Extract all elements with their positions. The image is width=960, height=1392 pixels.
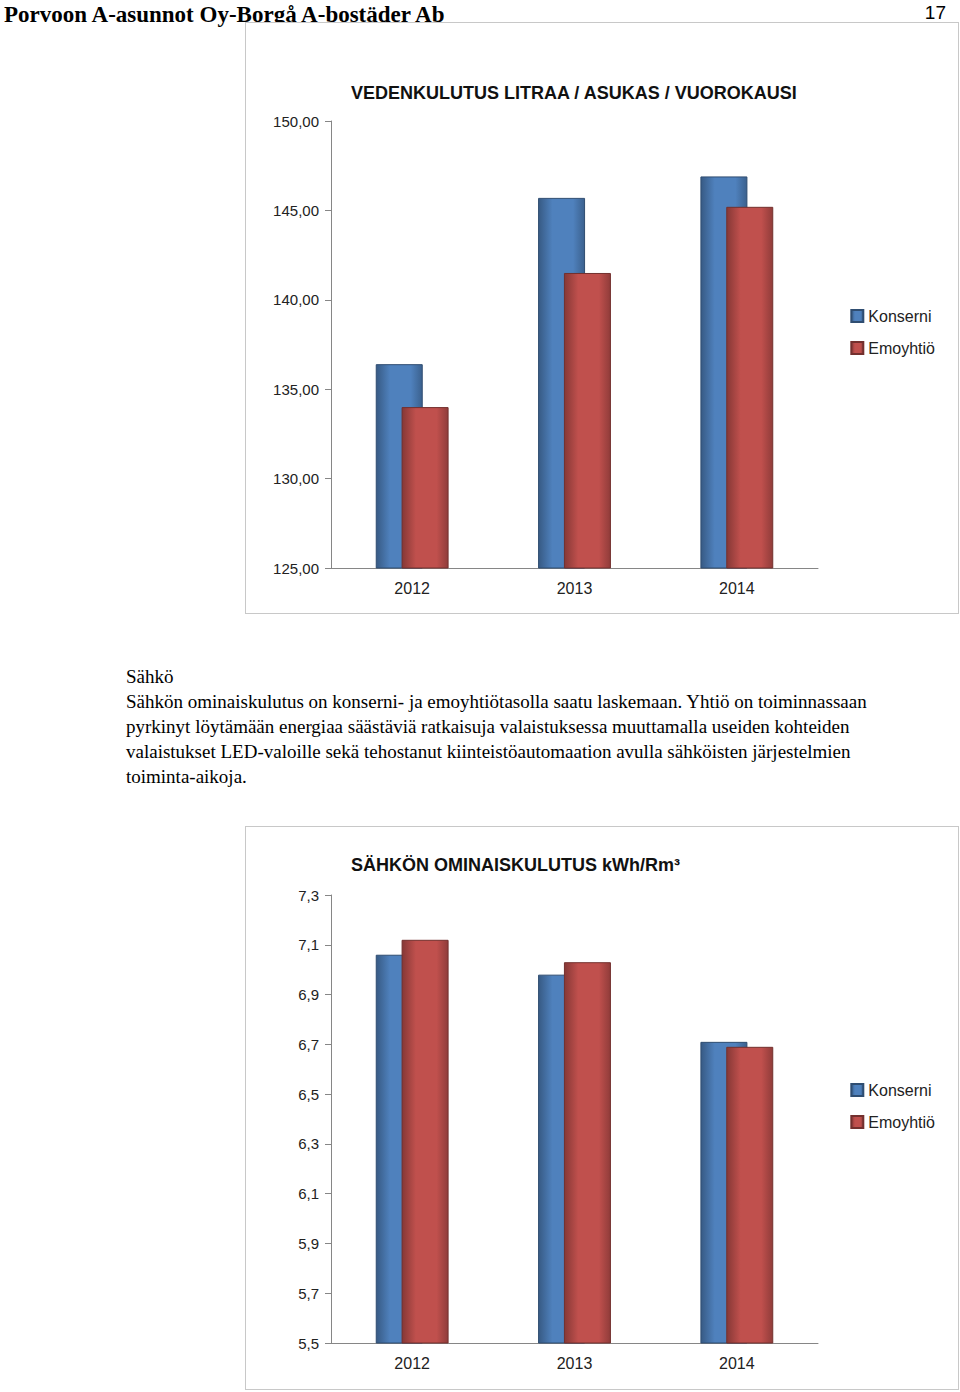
svg-text:6,3: 6,3 bbox=[298, 1135, 319, 1152]
svg-text:5,9: 5,9 bbox=[298, 1235, 319, 1252]
svg-text:2012: 2012 bbox=[394, 1355, 430, 1372]
svg-text:5,7: 5,7 bbox=[298, 1285, 319, 1302]
svg-text:130,00: 130,00 bbox=[273, 470, 319, 487]
svg-text:6,9: 6,9 bbox=[298, 986, 319, 1003]
svg-text:VEDENKULUTUS LITRAA / ASUKAS /: VEDENKULUTUS LITRAA / ASUKAS / VUOROKAUS… bbox=[351, 83, 797, 103]
html-text:Porvoon A-asunnot Oy-Borgå A-b: Porvoon A-asunnot Oy-Borgå A-bostäder Ab bbox=[4, 2, 445, 27]
svg-text:135,00: 135,00 bbox=[273, 381, 319, 398]
svg-text:6,1: 6,1 bbox=[298, 1185, 319, 1202]
svg-text:150,00: 150,00 bbox=[273, 113, 319, 130]
svg-text:7,1: 7,1 bbox=[298, 936, 319, 953]
svg-text:2014: 2014 bbox=[719, 580, 755, 597]
svg-text:Emoyhtiö: Emoyhtiö bbox=[868, 340, 935, 357]
svg-text:2012: 2012 bbox=[394, 580, 430, 597]
svg-text:SÄHKÖN OMINAISKULUTUS kWh/Rm³: SÄHKÖN OMINAISKULUTUS kWh/Rm³ bbox=[351, 855, 680, 875]
svg-text:2013: 2013 bbox=[557, 580, 593, 597]
svg-text:140,00: 140,00 bbox=[273, 291, 319, 308]
svg-text:2013: 2013 bbox=[557, 1355, 593, 1372]
svg-text:125,00: 125,00 bbox=[273, 560, 319, 577]
svg-text:6,7: 6,7 bbox=[298, 1036, 319, 1053]
svg-text:Konserni: Konserni bbox=[868, 1082, 931, 1099]
svg-text:2014: 2014 bbox=[719, 1355, 755, 1372]
html-text:Sähkö: Sähkö bbox=[126, 666, 174, 687]
html-text:17: 17 bbox=[924, 2, 946, 23]
svg-text:5,5: 5,5 bbox=[298, 1335, 319, 1352]
svg-text:Konserni: Konserni bbox=[868, 308, 931, 325]
html-text:Sähkön ominaiskulutus on konse: Sähkön ominaiskulutus on konserni- ja em… bbox=[126, 691, 867, 787]
svg-text:Emoyhtiö: Emoyhtiö bbox=[868, 1114, 935, 1131]
svg-text:145,00: 145,00 bbox=[273, 202, 319, 219]
svg-text:6,5: 6,5 bbox=[298, 1086, 319, 1103]
svg-text:7,3: 7,3 bbox=[298, 887, 319, 904]
